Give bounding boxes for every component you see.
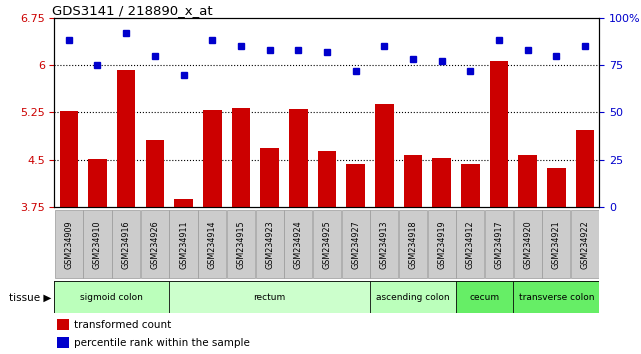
Bar	[456, 281, 513, 313]
Bar	[432, 158, 451, 207]
Bar	[370, 210, 398, 279]
Bar	[256, 210, 283, 279]
Bar	[513, 281, 599, 313]
Bar	[342, 210, 370, 279]
Text: GSM234919: GSM234919	[437, 220, 446, 269]
Text: cecum: cecum	[470, 293, 500, 302]
Text: GSM234910: GSM234910	[93, 220, 102, 269]
Bar	[112, 210, 140, 279]
Text: GSM234909: GSM234909	[64, 220, 73, 269]
Text: GSM234916: GSM234916	[122, 220, 131, 269]
Text: rectum: rectum	[253, 293, 286, 302]
Bar	[461, 164, 479, 207]
Bar	[227, 210, 255, 279]
Text: GSM234921: GSM234921	[552, 220, 561, 269]
Text: GSM234922: GSM234922	[581, 220, 590, 269]
Text: sigmoid colon: sigmoid colon	[80, 293, 144, 302]
Bar	[54, 281, 169, 313]
Bar	[60, 111, 78, 207]
Text: GSM234924: GSM234924	[294, 220, 303, 269]
Bar	[169, 210, 197, 279]
Text: GSM234918: GSM234918	[408, 220, 417, 269]
Bar	[141, 210, 169, 279]
Bar	[169, 281, 370, 313]
Text: GSM234915: GSM234915	[237, 220, 246, 269]
Bar	[547, 168, 565, 207]
Text: GSM234920: GSM234920	[523, 220, 532, 269]
Bar	[231, 108, 250, 207]
Bar	[54, 210, 83, 279]
Bar	[404, 155, 422, 207]
Text: GSM234917: GSM234917	[494, 220, 503, 269]
Text: GSM234914: GSM234914	[208, 220, 217, 269]
Bar	[346, 164, 365, 207]
Text: tissue ▶: tissue ▶	[9, 292, 51, 302]
Bar	[57, 319, 69, 330]
Bar	[289, 109, 308, 207]
Text: transformed count: transformed count	[74, 320, 171, 330]
Bar	[513, 210, 542, 279]
Bar	[284, 210, 312, 279]
Bar	[203, 110, 222, 207]
Bar	[519, 155, 537, 207]
Bar	[198, 210, 226, 279]
Text: ascending colon: ascending colon	[376, 293, 450, 302]
Bar	[490, 61, 508, 207]
Text: GDS3141 / 218890_x_at: GDS3141 / 218890_x_at	[52, 4, 212, 17]
Text: GSM234913: GSM234913	[379, 220, 388, 269]
Bar	[485, 210, 513, 279]
Bar	[375, 104, 394, 207]
Text: GSM234925: GSM234925	[322, 220, 331, 269]
Bar	[117, 70, 135, 207]
Bar	[313, 210, 341, 279]
Bar	[174, 199, 193, 207]
Bar	[571, 210, 599, 279]
Bar	[57, 337, 69, 348]
Bar	[456, 210, 485, 279]
Text: transverse colon: transverse colon	[519, 293, 594, 302]
Bar	[260, 148, 279, 207]
Text: percentile rank within the sample: percentile rank within the sample	[74, 338, 249, 348]
Text: GSM234911: GSM234911	[179, 220, 188, 269]
Bar	[146, 139, 164, 207]
Text: GSM234912: GSM234912	[466, 220, 475, 269]
Text: GSM234927: GSM234927	[351, 220, 360, 269]
Bar	[399, 210, 427, 279]
Bar	[428, 210, 456, 279]
Text: GSM234926: GSM234926	[151, 220, 160, 269]
Bar	[317, 151, 337, 207]
Bar	[88, 159, 107, 207]
Bar	[83, 210, 112, 279]
Bar	[576, 130, 594, 207]
Bar	[370, 281, 456, 313]
Bar	[542, 210, 570, 279]
Text: GSM234923: GSM234923	[265, 220, 274, 269]
